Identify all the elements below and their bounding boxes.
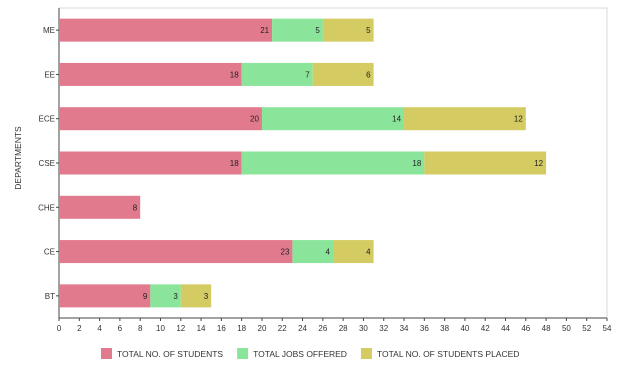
bar-cse-series-3 (424, 151, 547, 175)
bar-ece-series-3 (404, 107, 526, 131)
bar-che-series-1 (59, 195, 141, 219)
x-tick-label-36: 36 (420, 324, 429, 333)
data-label-ece-series-1: 20 (250, 115, 259, 124)
data-label-ee-series-1: 18 (230, 70, 239, 79)
data-label-cse-series-1: 18 (230, 159, 239, 168)
x-tick-label-50: 50 (562, 324, 571, 333)
x-tick-label-48: 48 (542, 324, 551, 333)
x-tick-label-28: 28 (339, 324, 348, 333)
data-label-ee-series-2: 7 (305, 70, 310, 79)
data-label-ee-series-3: 6 (366, 70, 371, 79)
bar-cse-series-2 (241, 151, 425, 175)
data-label-ece-series-2: 14 (392, 115, 401, 124)
bar-bt-series-2 (150, 284, 181, 308)
x-tick-label-14: 14 (197, 324, 206, 333)
x-tick-label-32: 32 (379, 324, 388, 333)
x-tick-label-46: 46 (521, 324, 530, 333)
bar-bt-series-3 (180, 284, 212, 308)
data-label-ce-series-1: 23 (281, 248, 290, 257)
x-tick-label-52: 52 (582, 324, 591, 333)
legend-label-series-3: TOTAL NO. OF STUDENTS PLACED (377, 349, 519, 359)
data-label-bt-series-1: 9 (143, 292, 148, 301)
data-label-ece-series-3: 12 (514, 115, 523, 124)
category-label-ce: CE (44, 248, 55, 257)
legend-swatch-series-1 (101, 348, 112, 359)
x-tick-label-12: 12 (176, 324, 185, 333)
data-label-me-series-1: 21 (260, 26, 269, 35)
x-tick-label-18: 18 (237, 324, 246, 333)
bar-ce-series-3 (333, 240, 374, 264)
x-tick-label-2: 2 (77, 324, 82, 333)
x-tick-label-40: 40 (460, 324, 469, 333)
x-tick-label-24: 24 (298, 324, 307, 333)
data-label-ce-series-2: 4 (326, 248, 331, 257)
x-tick-label-34: 34 (400, 324, 409, 333)
data-label-ce-series-3: 4 (366, 248, 371, 257)
legend-swatch-series-3 (360, 348, 372, 359)
data-label-cse-series-3: 12 (534, 159, 543, 168)
data-label-me-series-2: 5 (315, 26, 320, 35)
bars-layer: 21 5 5 18 7 6 20 14 12 18 18 12 8 23 4 4 9 3 3 (59, 18, 547, 308)
data-label-cse-series-2: 18 (412, 159, 421, 168)
x-tick-label-4: 4 (97, 324, 102, 333)
legend-label-series-2: TOTAL JOBS OFFERED (253, 349, 347, 359)
legend-swatch-series-2 (237, 348, 249, 359)
x-tick-label-42: 42 (481, 324, 490, 333)
bar-ee-series-3 (312, 62, 374, 86)
bar-me-series-2 (272, 18, 323, 42)
bar-me-series-3 (322, 18, 374, 42)
legend: TOTAL NO. OF STUDENTS TOTAL JOBS OFFERED T… (101, 348, 519, 359)
bar-ee-series-1 (59, 62, 242, 86)
bar-ece-series-2 (261, 107, 405, 131)
bar-ee-series-2 (241, 62, 313, 86)
x-tick-label-22: 22 (278, 324, 287, 333)
data-label-che-series-1: 8 (133, 203, 138, 212)
x-tick-label-26: 26 (318, 324, 327, 333)
category-label-ece: ECE (39, 115, 55, 124)
category-label-cse: CSE (39, 159, 55, 168)
category-label-ee: EE (44, 70, 55, 79)
x-tick-label-0: 0 (57, 324, 62, 333)
x-tick-label-6: 6 (118, 324, 123, 333)
category-label-bt: BT (45, 292, 55, 301)
category-label-che: CHE (38, 203, 55, 212)
category-label-me: ME (43, 26, 55, 35)
bar-ece-series-1 (59, 107, 262, 131)
data-label-bt-series-3: 3 (204, 292, 209, 301)
x-tick-label-38: 38 (440, 324, 449, 333)
x-tick-label-30: 30 (359, 324, 368, 333)
bar-ce-series-2 (292, 240, 333, 264)
bar-bt-series-1 (59, 284, 151, 308)
bar-ce-series-1 (59, 240, 293, 264)
data-label-me-series-3: 5 (366, 26, 371, 35)
legend-label-series-1: TOTAL NO. OF STUDENTS (117, 349, 223, 359)
y-axis-title: DEPARTMENTS (13, 126, 23, 190)
x-tick-label-8: 8 (138, 324, 143, 333)
x-tick-label-16: 16 (217, 324, 226, 333)
x-tick-label-54: 54 (603, 324, 612, 333)
bar-me-series-1 (59, 18, 273, 42)
x-tick-labels: 0 2 4 6 8 10 12 14 16 18 20 22 24 26 28 30 32 34 36 38 40 42 4… (57, 318, 612, 333)
category-labels: ME EE ECE CSE CHE CE BT (38, 26, 59, 301)
x-tick-label-20: 20 (258, 324, 267, 333)
x-tick-label-10: 10 (156, 324, 165, 333)
x-tick-label-44: 44 (501, 324, 510, 333)
bar-cse-series-1 (59, 151, 242, 175)
data-label-bt-series-2: 3 (173, 292, 178, 301)
